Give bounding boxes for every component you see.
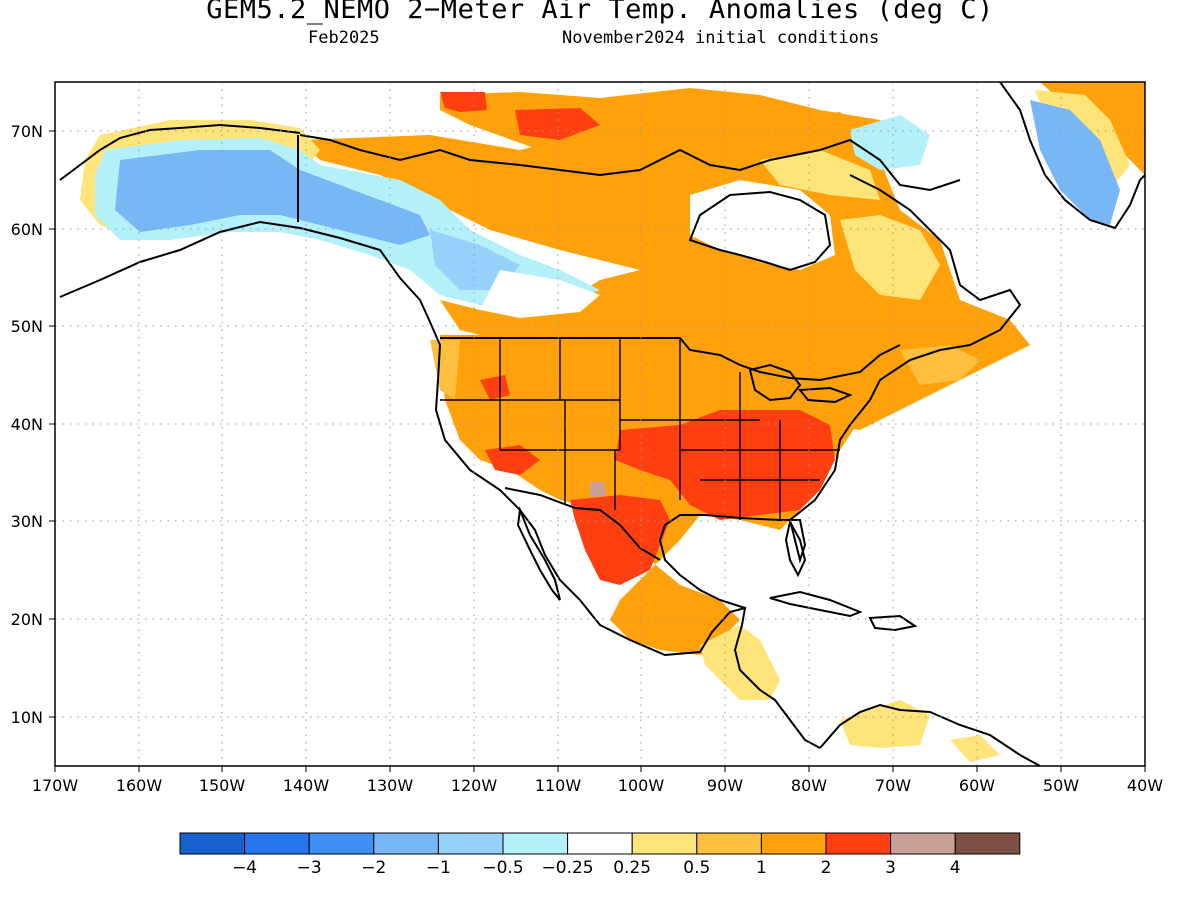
colorbar-swatch: [567, 832, 633, 855]
anomaly-region-idaho: [480, 375, 510, 400]
axis-tick-marks: [49, 130, 1146, 772]
lat-label-30n: 30N: [11, 512, 43, 531]
colorbar-label: −4: [232, 858, 257, 878]
coastline-layer: [59, 82, 1145, 766]
colorbar-swatch: [825, 832, 892, 855]
colorbar-swatch: [954, 832, 1021, 855]
lon-label-80w: 80W: [791, 776, 827, 795]
anomaly-region-greenland-east: [1040, 82, 1145, 175]
anomaly-region-arctic-north-2: [515, 108, 600, 140]
anomaly-region-east-arctic: [760, 150, 880, 200]
coastline-east: [849, 174, 1022, 401]
coastline-south-america: [819, 703, 1041, 766]
coastline-florida: [784, 519, 807, 578]
tick-marks-bottom: [54, 766, 1146, 772]
border-canada-us: [440, 337, 901, 382]
colorbar-swatch: [308, 832, 375, 855]
coastline-greenland: [999, 82, 1145, 230]
coastline-cuba: [769, 590, 863, 618]
colorbar: −4 −3 −2 −1 −0.5 −0.25 0.25 0.5 1 2 3 4: [179, 832, 1021, 878]
anomaly-region-arctic-north: [440, 92, 487, 112]
lat-label-20n: 20N: [11, 610, 43, 629]
coastline-north-america: [59, 220, 821, 749]
colorbar-swatch: [631, 832, 698, 855]
colorbar-label: 3: [885, 858, 896, 878]
anomaly-region-new-mexico: [590, 482, 606, 497]
lon-label-90w: 90W: [707, 776, 743, 795]
anomaly-region-venezuela: [950, 735, 1000, 762]
anomaly-region-yukon-white: [480, 270, 600, 318]
lon-label-140w: 140W: [283, 776, 330, 795]
lon-label-70w: 70W: [875, 776, 911, 795]
lon-label-50w: 50W: [1043, 776, 1079, 795]
border-us-mexico: [504, 487, 661, 561]
lat-label-50n: 50N: [11, 317, 43, 336]
coastline-alaska: [59, 123, 301, 181]
anomaly-region-mexico-light: [430, 340, 460, 400]
anomaly-region-south-america: [840, 700, 930, 748]
colorbar-swatch: [437, 832, 504, 855]
lon-label-160w: 160W: [116, 776, 163, 795]
colorbar-label: 0.5: [683, 858, 710, 878]
colorbar-label: −1: [426, 858, 451, 878]
anomaly-region-nova-scotia: [900, 345, 980, 385]
colorbar-label: 0.25: [613, 858, 651, 878]
latitude-labels: 10N 20N 30N 40N 50N 60N 70N: [11, 122, 43, 727]
map-title: GEM5.2_NEMO 2−Meter Air Temp. Anomalies …: [206, 0, 994, 25]
coastline-baja: [516, 506, 561, 601]
coastline-arctic: [299, 134, 961, 192]
anomaly-region-labrador: [840, 215, 940, 300]
colorbar-swatch: [696, 832, 762, 855]
colorbar-swatch: [244, 832, 310, 855]
anomaly-region-greenland-west: [850, 115, 930, 170]
colorbar-swatch: [179, 832, 246, 855]
colorbar-label: −0.5: [482, 858, 523, 878]
colorbar-label: 1: [756, 858, 767, 878]
state-borders: [440, 338, 840, 520]
anomaly-region-alaska-core: [115, 150, 430, 245]
great-lakes: [748, 363, 853, 404]
anomaly-region-texas-mexico: [570, 495, 670, 585]
coastline-hudson-bay: [688, 190, 832, 272]
lon-label-130w: 130W: [367, 776, 414, 795]
colorbar-swatch: [890, 832, 956, 855]
initial-conditions: November2024 initial conditions: [562, 28, 880, 48]
longitude-labels: 170W 160W 150W 140W 130W 120W 110W 100W …: [32, 776, 1163, 795]
coastline-hispaniola: [868, 614, 918, 632]
lon-label-110w: 110W: [535, 776, 582, 795]
colorbar-swatch: [373, 832, 439, 855]
anomaly-region-central-america: [700, 625, 780, 700]
lon-label-40w: 40W: [1127, 776, 1163, 795]
tick-marks-left: [49, 130, 55, 718]
anomaly-region-hudson-bay: [690, 180, 835, 270]
colorbar-label: 2: [821, 858, 832, 878]
colorbar-label: −2: [361, 858, 386, 878]
lon-label-150w: 150W: [199, 776, 246, 795]
lat-label-40n: 40N: [11, 415, 43, 434]
lat-label-10n: 10N: [11, 708, 43, 727]
colorbar-label: 4: [950, 858, 961, 878]
forecast-month: Feb2025: [308, 28, 380, 48]
lon-label-100w: 100W: [618, 776, 665, 795]
anomaly-region-arctic-islands: [440, 88, 920, 165]
lon-label-120w: 120W: [451, 776, 498, 795]
colorbar-label: −0.25: [542, 858, 594, 878]
lat-label-70n: 70N: [11, 122, 43, 141]
anomaly-region-southwest: [485, 445, 540, 475]
lat-label-60n: 60N: [11, 220, 43, 239]
grid-layer: [55, 82, 1145, 766]
colorbar-swatch: [502, 832, 569, 855]
lon-label-60w: 60W: [959, 776, 995, 795]
colorbar-label: −3: [297, 858, 322, 878]
colorbar-swatch: [760, 832, 827, 855]
lon-label-170w: 170W: [32, 776, 79, 795]
